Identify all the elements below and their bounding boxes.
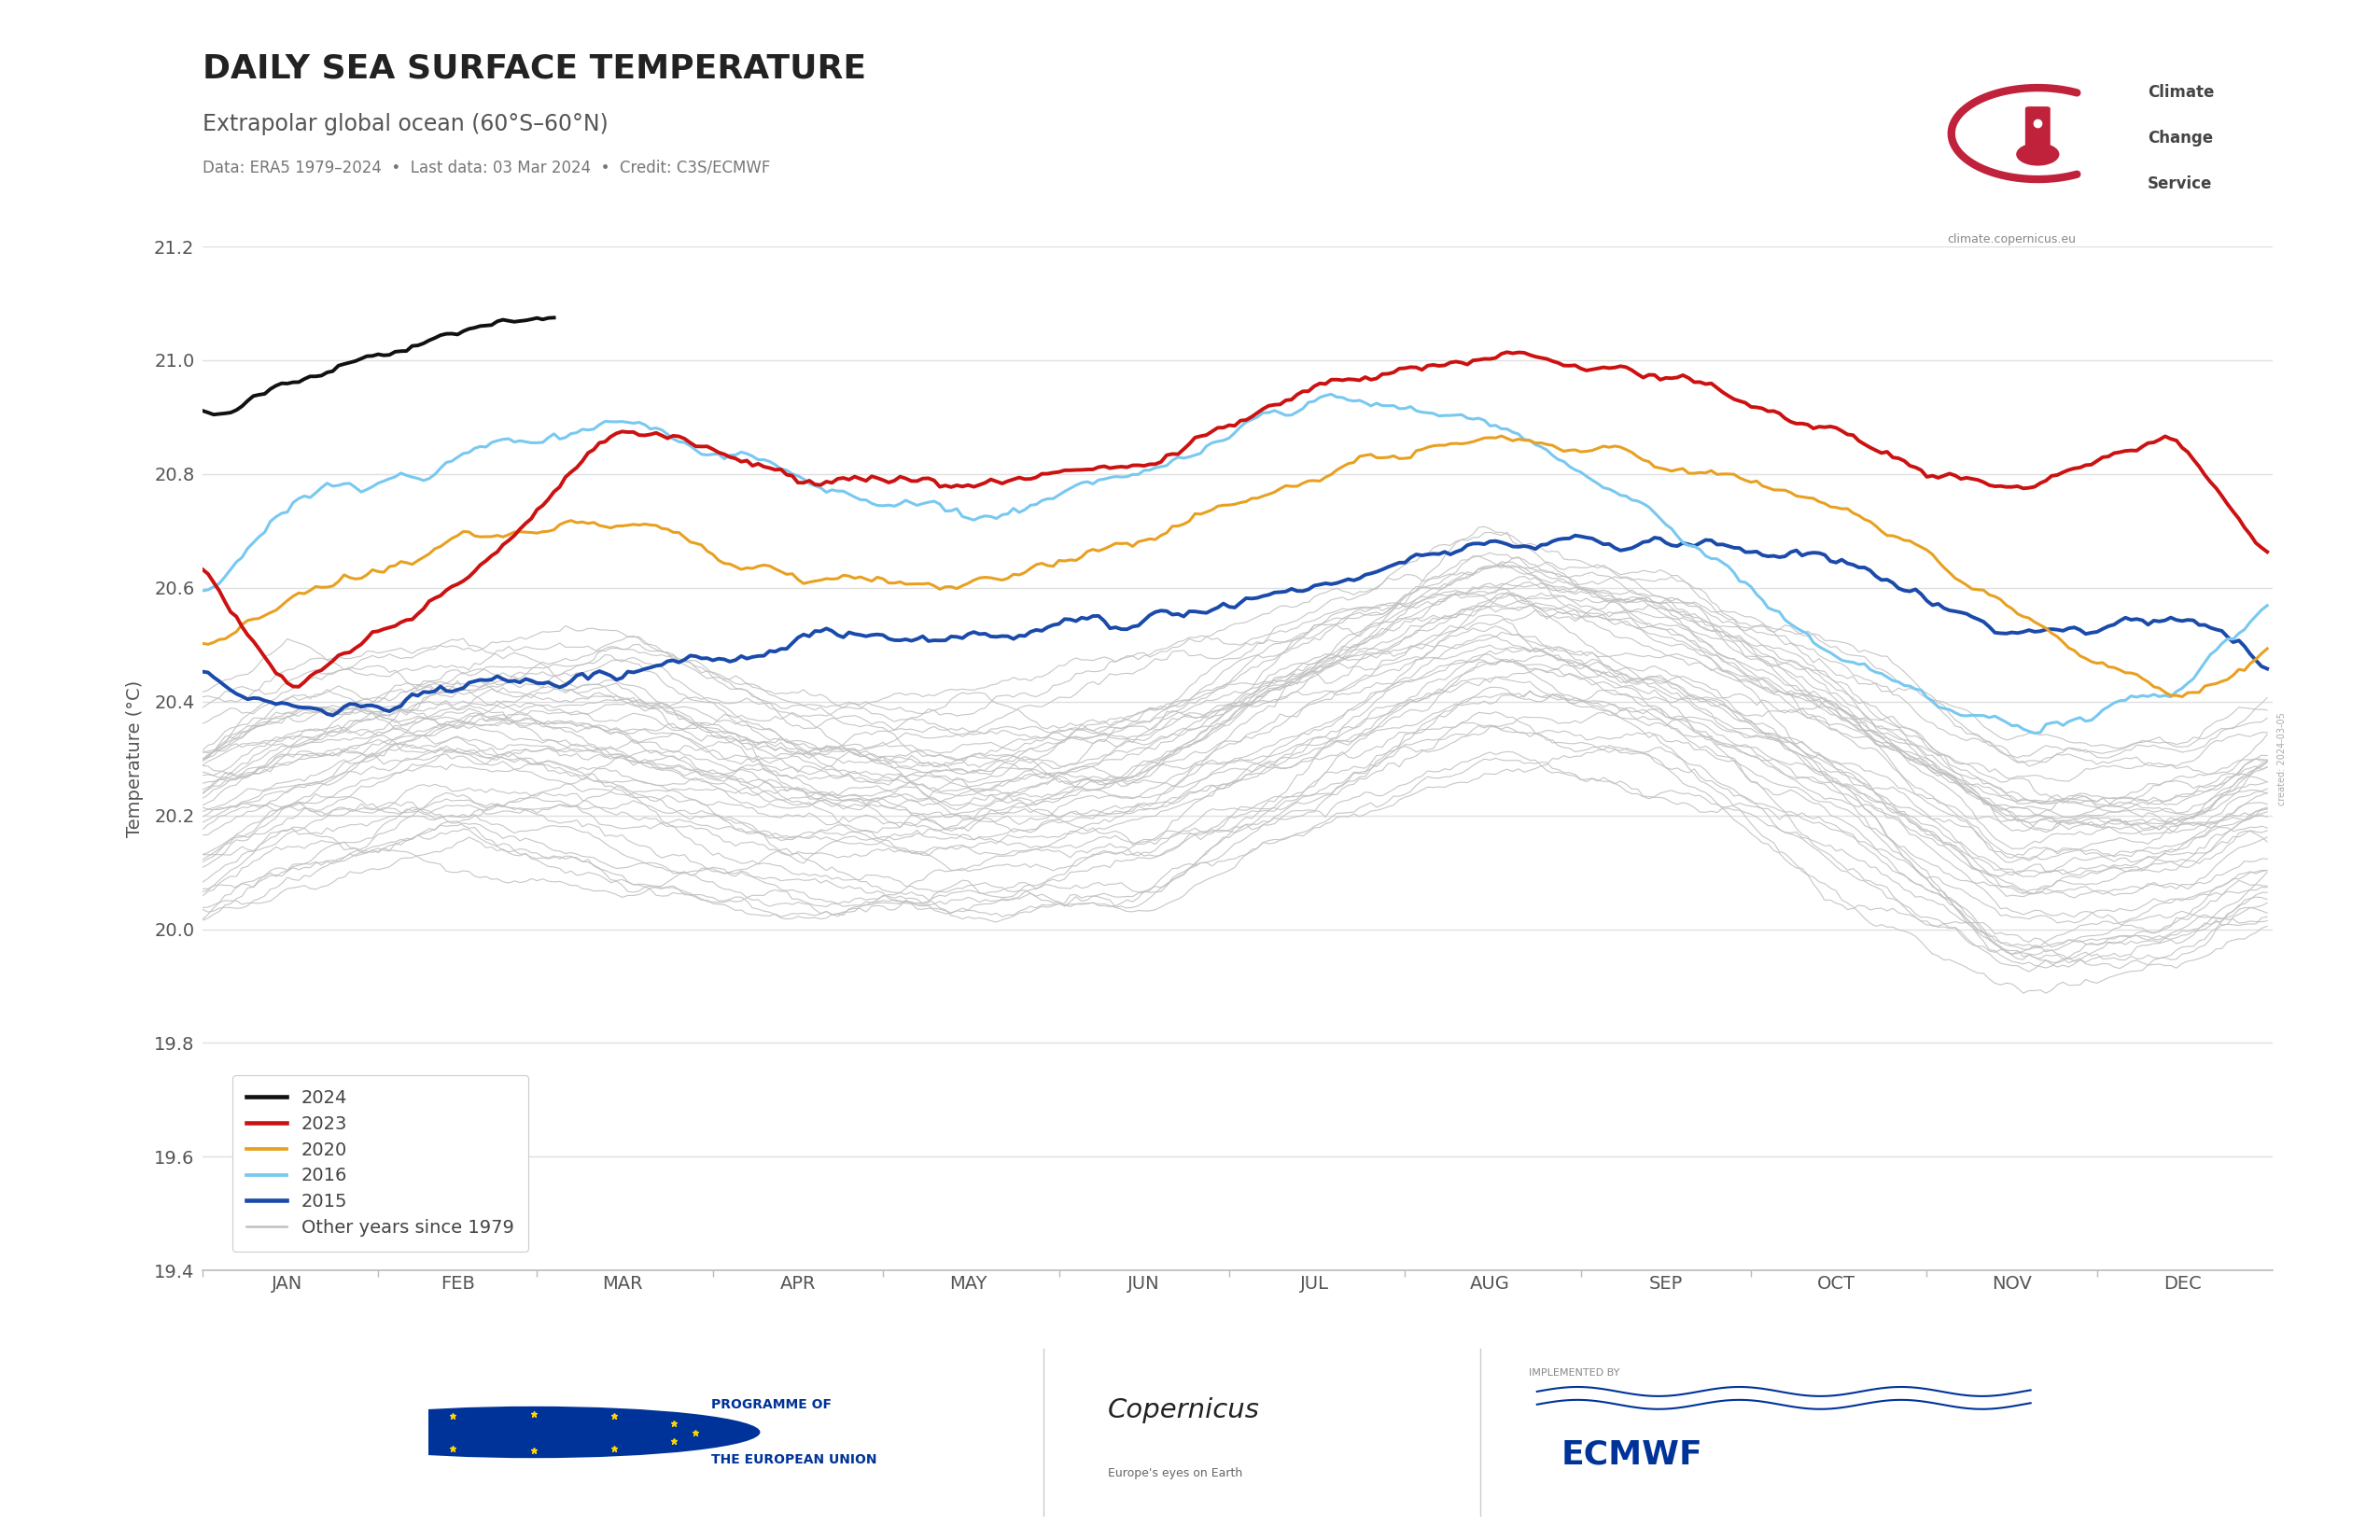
Text: Service: Service	[2147, 176, 2213, 192]
Text: Copernicus: Copernicus	[1109, 1397, 1259, 1423]
Text: ECMWF: ECMWF	[1561, 1438, 1704, 1471]
Text: DAILY SEA SURFACE TEMPERATURE: DAILY SEA SURFACE TEMPERATURE	[202, 52, 866, 85]
Text: created: 2024-03-05: created: 2024-03-05	[2278, 711, 2287, 805]
FancyBboxPatch shape	[2025, 106, 2049, 157]
Text: IMPLEMENTED BY: IMPLEMENTED BY	[1528, 1369, 1621, 1378]
Text: climate.copernicus.eu: climate.copernicus.eu	[1947, 234, 2075, 245]
Y-axis label: Temperature (°C): Temperature (°C)	[126, 681, 143, 836]
Circle shape	[2016, 143, 2059, 166]
Legend: 2024, 2023, 2020, 2016, 2015, Other years since 1979: 2024, 2023, 2020, 2016, 2015, Other year…	[233, 1075, 528, 1250]
Text: Change: Change	[2147, 129, 2213, 146]
Text: PROGRAMME OF: PROGRAMME OF	[712, 1398, 833, 1411]
Circle shape	[307, 1406, 759, 1458]
Text: Data: ERA5 1979–2024  •  Last data: 03 Mar 2024  •  Credit: C3S/ECMWF: Data: ERA5 1979–2024 • Last data: 03 Mar…	[202, 159, 771, 176]
Text: Climate: Climate	[2147, 83, 2213, 100]
Text: Extrapolar global ocean (60°S–60°N): Extrapolar global ocean (60°S–60°N)	[202, 112, 607, 136]
Text: Europe's eyes on Earth: Europe's eyes on Earth	[1109, 1466, 1242, 1478]
Text: THE EUROPEAN UNION: THE EUROPEAN UNION	[712, 1454, 878, 1466]
